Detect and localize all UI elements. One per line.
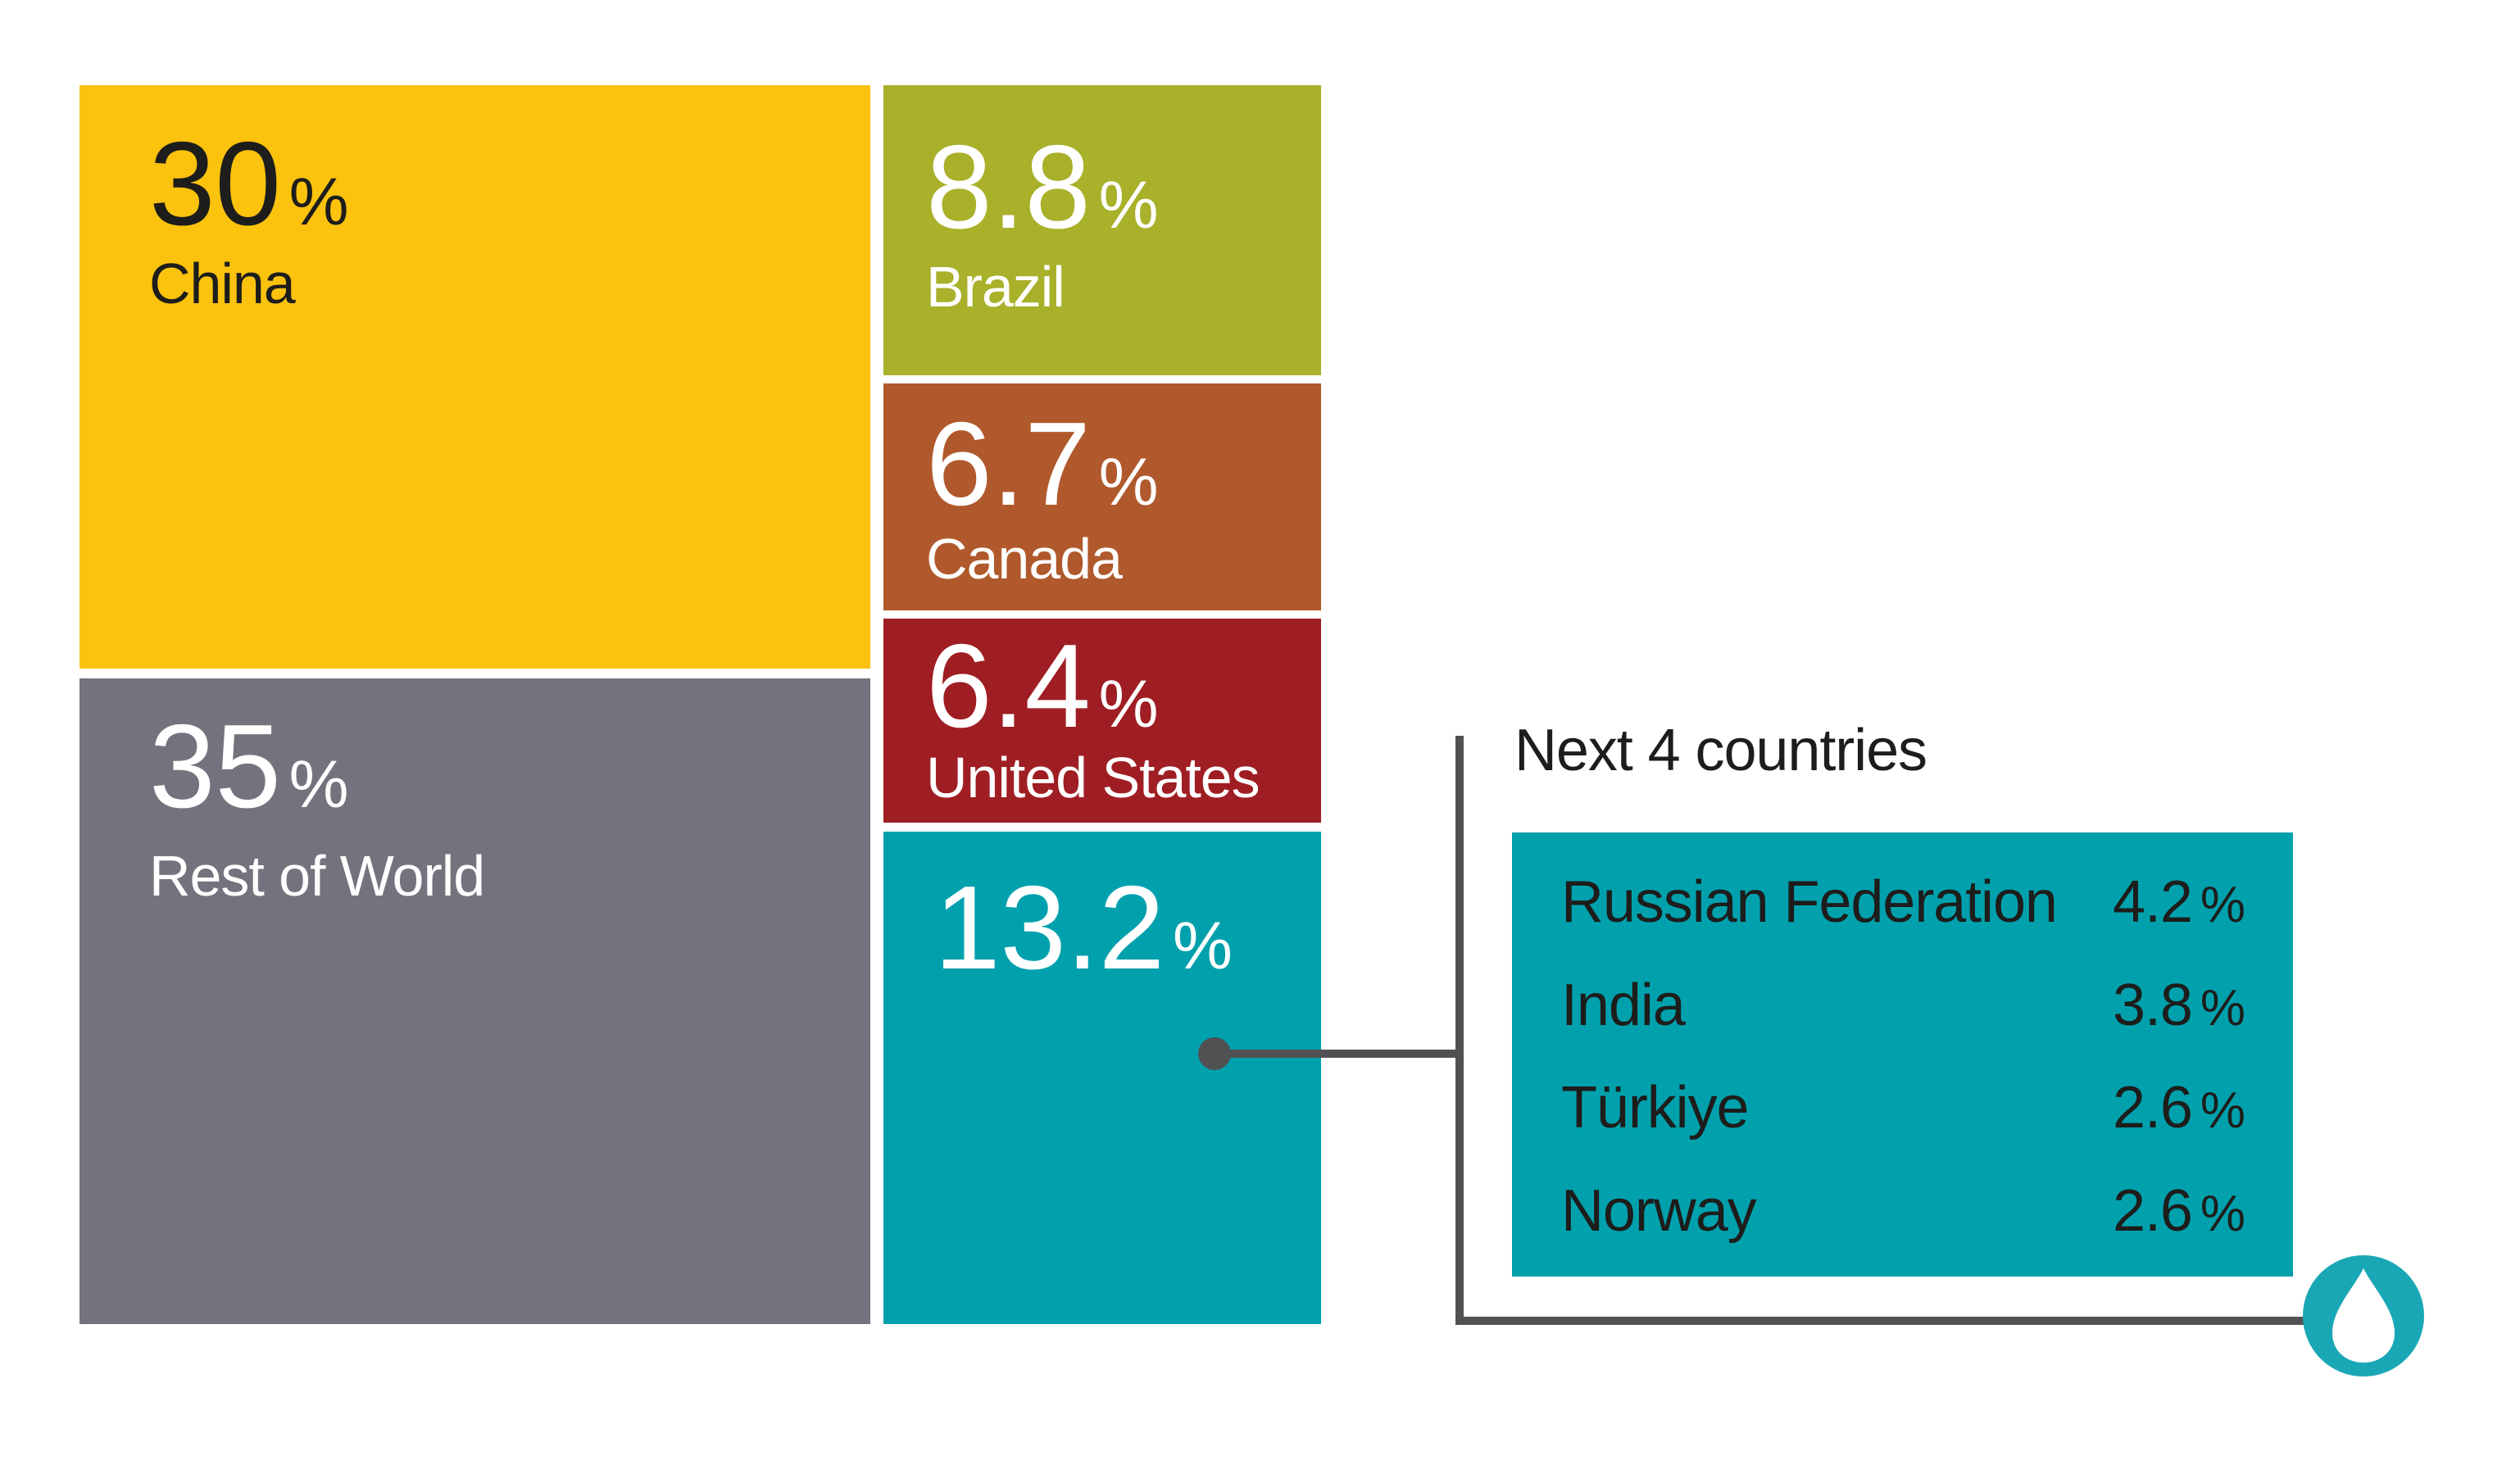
country-percent-sign: % <box>2200 1082 2245 1140</box>
country-name: Türkiye <box>1561 1075 1750 1141</box>
treemap-block-brazil: 8.8 % Brazil <box>883 85 1321 375</box>
country-percent-sign: % <box>2200 1185 2245 1242</box>
country-value-number: 2.6 <box>2113 1075 2193 1141</box>
rest-of-world-value: 35 <box>149 700 281 832</box>
country-name: Norway <box>1561 1177 1757 1244</box>
canada-value: 6.7 <box>926 397 1091 530</box>
country-value: 2.6 % <box>2113 1075 2245 1141</box>
country-value-number: 3.8 <box>2113 972 2193 1038</box>
canada-label: Canada <box>926 527 1123 591</box>
callout-leader-line <box>1215 1050 1460 1058</box>
water-drop-icon-drop-shape <box>2332 1268 2395 1363</box>
rest-of-world-percent-sign: % <box>288 747 349 822</box>
united-states-value: 6.4 <box>926 619 1091 752</box>
country-value: 2.6 % <box>2113 1177 2245 1244</box>
treemap-block-rest-of-world: 35 % Rest of World <box>79 678 870 1324</box>
callout-row-russian-federation: Russian Federation 4.2 % <box>1561 869 2245 935</box>
treemap-block-china: 30 % China <box>79 85 870 669</box>
china-percent-sign: % <box>288 165 349 239</box>
brazil-label: Brazil <box>926 255 1065 319</box>
callout-row-turkiye: Türkiye 2.6 % <box>1561 1075 2245 1141</box>
china-value-row: 30 % <box>149 125 870 243</box>
country-value: 4.2 % <box>2113 869 2245 935</box>
canada-value-row: 6.7 % <box>926 405 1321 524</box>
brazil-value-row: 8.8 % <box>926 128 1321 247</box>
callout-vertical-line <box>1455 736 1464 1325</box>
country-value-number: 4.2 <box>2113 869 2193 935</box>
country-name: Russian Federation <box>1561 869 2058 935</box>
callout-title: Next 4 countries <box>1514 718 1927 783</box>
country-percent-sign: % <box>2200 877 2245 933</box>
callout-box: Russian Federation 4.2 % India 3.8 % Tür… <box>1512 832 2293 1277</box>
callout-row-norway: Norway 2.6 % <box>1561 1177 2245 1244</box>
callout-bottom-line <box>1455 1317 2308 1325</box>
brazil-percent-sign: % <box>1098 168 1159 243</box>
next4-percent-sign: % <box>1172 909 1233 983</box>
next4-value-row: 13.2 % <box>934 869 1321 987</box>
next4-value: 13.2 <box>934 861 1165 994</box>
treemap-block-canada: 6.7 % Canada <box>883 383 1321 610</box>
united-states-label: United States <box>926 746 1260 810</box>
rest-of-world-label: Rest of World <box>149 844 485 908</box>
china-label: China <box>149 252 296 315</box>
canada-percent-sign: % <box>1098 445 1159 519</box>
brazil-value: 8.8 <box>926 120 1091 253</box>
china-value: 30 <box>149 117 281 250</box>
united-states-value-row: 6.4 % <box>926 627 1321 746</box>
country-name: India <box>1561 972 1686 1038</box>
country-percent-sign: % <box>2200 979 2245 1036</box>
treemap-block-next-4-countries: 13.2 % <box>883 832 1321 1324</box>
rest-of-world-value-row: 35 % <box>149 707 870 826</box>
callout-row-india: India 3.8 % <box>1561 973 2245 1038</box>
water-drop-icon <box>2303 1255 2424 1377</box>
country-value: 3.8 % <box>2113 973 2245 1038</box>
united-states-percent-sign: % <box>1098 667 1159 742</box>
country-value-number: 2.6 <box>2113 1177 2193 1244</box>
treemap-block-united-states: 6.4 % United States <box>883 619 1321 823</box>
